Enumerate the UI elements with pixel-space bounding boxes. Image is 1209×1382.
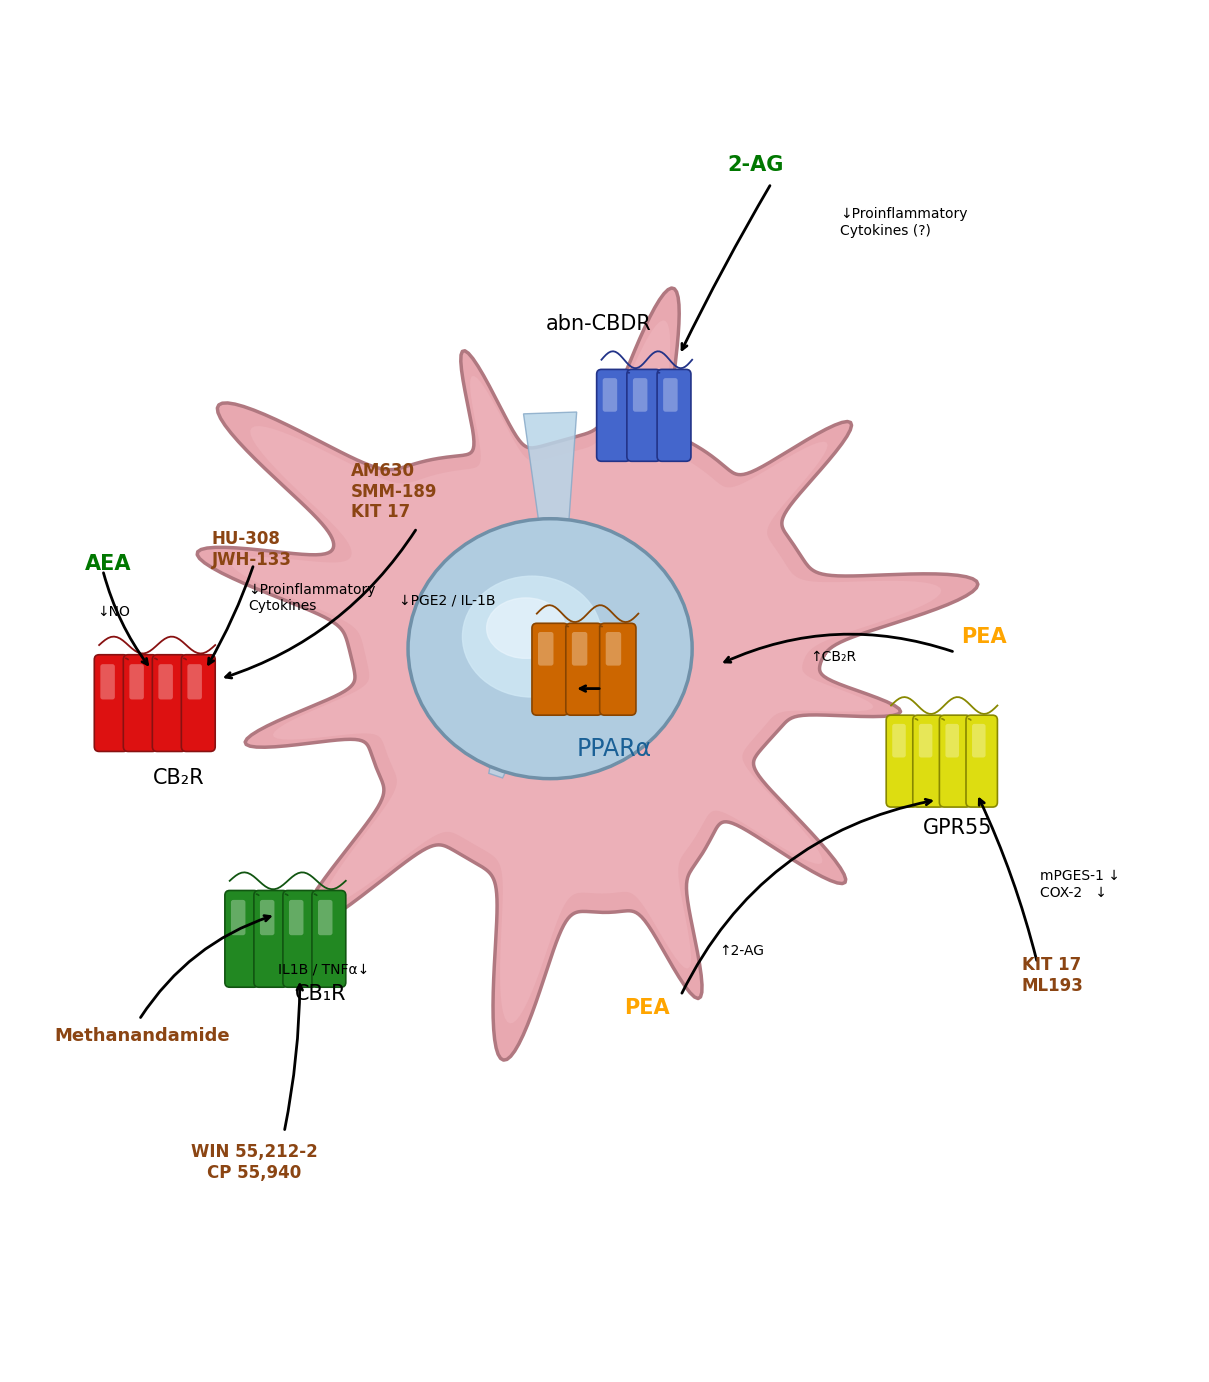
FancyBboxPatch shape	[919, 724, 932, 757]
Text: ↓Proinflammatory
Cytokines: ↓Proinflammatory Cytokines	[248, 583, 375, 614]
Text: CB₂R: CB₂R	[154, 768, 204, 788]
FancyBboxPatch shape	[626, 369, 660, 462]
Polygon shape	[231, 321, 942, 1024]
FancyBboxPatch shape	[254, 890, 288, 987]
Text: ↓Proinflammatory
Cytokines (?): ↓Proinflammatory Cytokines (?)	[840, 207, 967, 238]
Text: HU-308
JWH-133: HU-308 JWH-133	[212, 531, 291, 569]
FancyBboxPatch shape	[225, 890, 259, 987]
FancyBboxPatch shape	[600, 623, 636, 714]
FancyBboxPatch shape	[658, 369, 692, 462]
FancyBboxPatch shape	[572, 632, 588, 666]
Text: AM630
SMM-189
KIT 17: AM630 SMM-189 KIT 17	[351, 462, 438, 521]
Ellipse shape	[407, 518, 692, 778]
Polygon shape	[488, 659, 555, 778]
Text: ↓PGE2 / IL-1B: ↓PGE2 / IL-1B	[399, 593, 496, 607]
FancyBboxPatch shape	[939, 714, 971, 807]
FancyBboxPatch shape	[972, 724, 985, 757]
Polygon shape	[523, 412, 577, 589]
FancyBboxPatch shape	[532, 623, 568, 714]
FancyBboxPatch shape	[596, 369, 631, 462]
Text: ↓NO: ↓NO	[97, 605, 129, 619]
Text: AEA: AEA	[85, 554, 131, 574]
FancyBboxPatch shape	[231, 900, 245, 936]
FancyBboxPatch shape	[181, 655, 215, 752]
Text: 2-AG: 2-AG	[728, 155, 783, 176]
FancyBboxPatch shape	[283, 890, 317, 987]
FancyBboxPatch shape	[966, 714, 997, 807]
FancyBboxPatch shape	[152, 655, 186, 752]
Polygon shape	[197, 287, 978, 1060]
FancyBboxPatch shape	[100, 665, 115, 699]
Text: mPGES-1 ↓
COX-2   ↓: mPGES-1 ↓ COX-2 ↓	[1040, 869, 1120, 900]
FancyBboxPatch shape	[260, 900, 274, 936]
FancyBboxPatch shape	[945, 724, 959, 757]
Text: ↑2-AG: ↑2-AG	[719, 944, 764, 958]
FancyBboxPatch shape	[892, 724, 906, 757]
Text: ↑CB₂R: ↑CB₂R	[810, 650, 856, 665]
Ellipse shape	[462, 576, 601, 697]
FancyBboxPatch shape	[566, 623, 602, 714]
FancyBboxPatch shape	[606, 632, 621, 666]
FancyBboxPatch shape	[538, 632, 554, 666]
FancyBboxPatch shape	[312, 890, 346, 987]
Polygon shape	[549, 568, 667, 630]
FancyBboxPatch shape	[123, 655, 157, 752]
FancyBboxPatch shape	[289, 900, 303, 936]
FancyBboxPatch shape	[913, 714, 944, 807]
FancyBboxPatch shape	[129, 665, 144, 699]
Ellipse shape	[486, 598, 565, 658]
Text: IL1B / TNFα↓: IL1B / TNFα↓	[278, 962, 369, 976]
FancyBboxPatch shape	[94, 655, 128, 752]
Text: KIT 17
ML193: KIT 17 ML193	[1022, 956, 1083, 995]
Text: PEA: PEA	[961, 626, 1007, 647]
Text: Methanandamide: Methanandamide	[54, 1027, 230, 1045]
FancyBboxPatch shape	[634, 379, 648, 412]
FancyBboxPatch shape	[886, 714, 918, 807]
FancyBboxPatch shape	[602, 379, 617, 412]
FancyBboxPatch shape	[318, 900, 332, 936]
Text: PPARα: PPARα	[577, 737, 652, 761]
Polygon shape	[523, 579, 585, 669]
Text: WIN 55,212-2
CP 55,940: WIN 55,212-2 CP 55,940	[191, 1143, 317, 1182]
Text: PEA: PEA	[624, 998, 670, 1017]
FancyBboxPatch shape	[663, 379, 677, 412]
FancyBboxPatch shape	[187, 665, 202, 699]
Text: abn-CBDR: abn-CBDR	[545, 314, 652, 334]
Text: GPR55: GPR55	[922, 818, 993, 837]
Text: CB₁R: CB₁R	[295, 984, 346, 1003]
FancyBboxPatch shape	[158, 665, 173, 699]
